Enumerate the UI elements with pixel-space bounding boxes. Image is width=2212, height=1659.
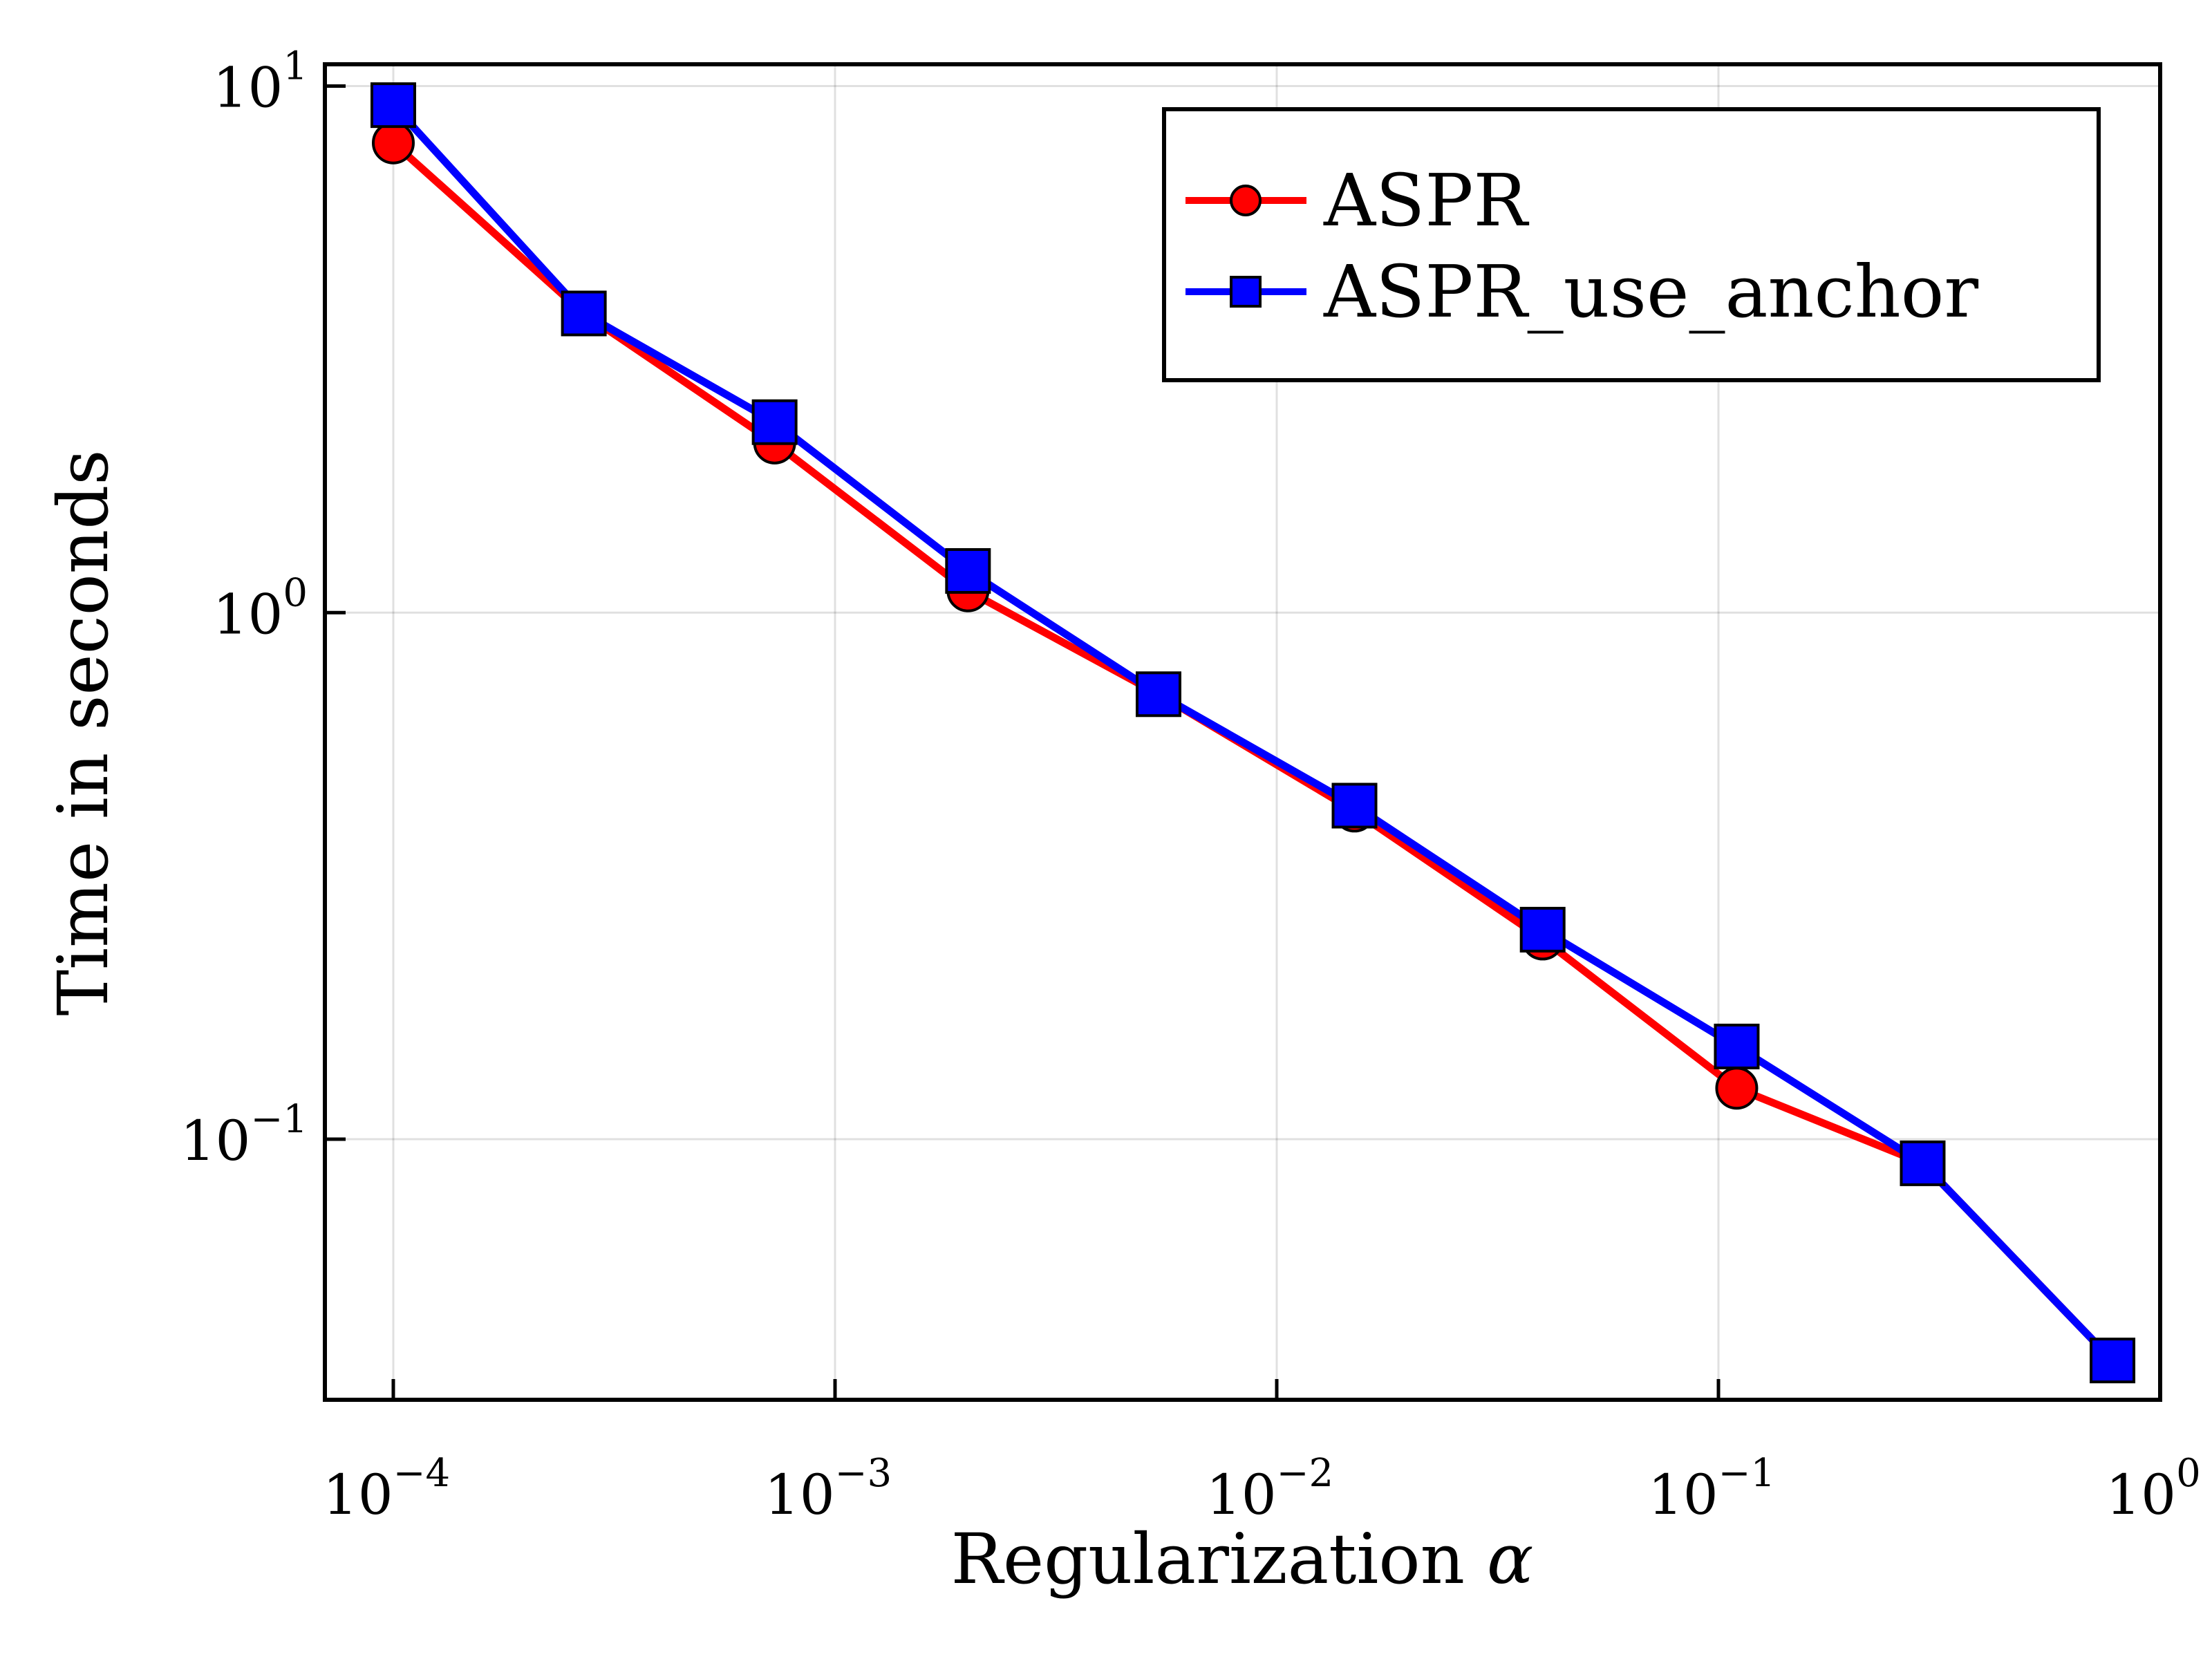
y-tick-label: 10−1	[180, 1097, 308, 1173]
y-tick-label: 101	[213, 44, 308, 120]
plot-frame	[323, 62, 2162, 1402]
data-point-square	[561, 290, 607, 337]
data-point-circle	[371, 121, 415, 165]
y-tick-label: 100	[213, 570, 308, 646]
legend-entry-aspr: ASPR	[1185, 158, 1529, 243]
legend-marker-square	[1230, 276, 1262, 308]
data-point-square	[1331, 782, 1378, 829]
legend-box	[1162, 107, 2101, 382]
x-tick-label: 10−2	[1206, 1451, 1333, 1527]
legend-entry-aspr-use-anchor: ASPR_use_anchor	[1185, 250, 1978, 334]
data-point-square	[945, 547, 991, 594]
x-axis-label: Regularization α	[951, 1519, 1534, 1600]
data-point-square	[1519, 906, 1566, 953]
y-axis-label: Time in seconds	[43, 449, 124, 1015]
series-layer	[370, 82, 2136, 1384]
series-line-aspr-use-anchor	[390, 102, 2115, 1363]
data-point-circle	[1715, 1067, 1759, 1110]
ticks: 10−4 10−3 10−2 10−1 100 10−1 100 101	[180, 44, 2201, 1527]
data-point-square	[1900, 1140, 1946, 1186]
data-point-square	[370, 82, 416, 129]
legend-marker-circle	[1230, 185, 1262, 216]
legend: ASPR ASPR_use_anchor	[1162, 107, 2101, 382]
x-tick-label: 10−3	[765, 1451, 892, 1527]
x-tick-label: 10−4	[323, 1451, 450, 1527]
data-point-square	[2090, 1338, 2136, 1384]
data-point-square	[1714, 1023, 1760, 1069]
x-tick-label: 10−1	[1648, 1451, 1775, 1527]
legend-label-aspr: ASPR	[1323, 158, 1529, 243]
x-tick-label: 100	[2106, 1451, 2200, 1527]
legend-label-aspr-use-anchor: ASPR_use_anchor	[1323, 250, 1978, 334]
data-point-square	[1135, 671, 1181, 718]
data-point-square	[751, 399, 798, 445]
